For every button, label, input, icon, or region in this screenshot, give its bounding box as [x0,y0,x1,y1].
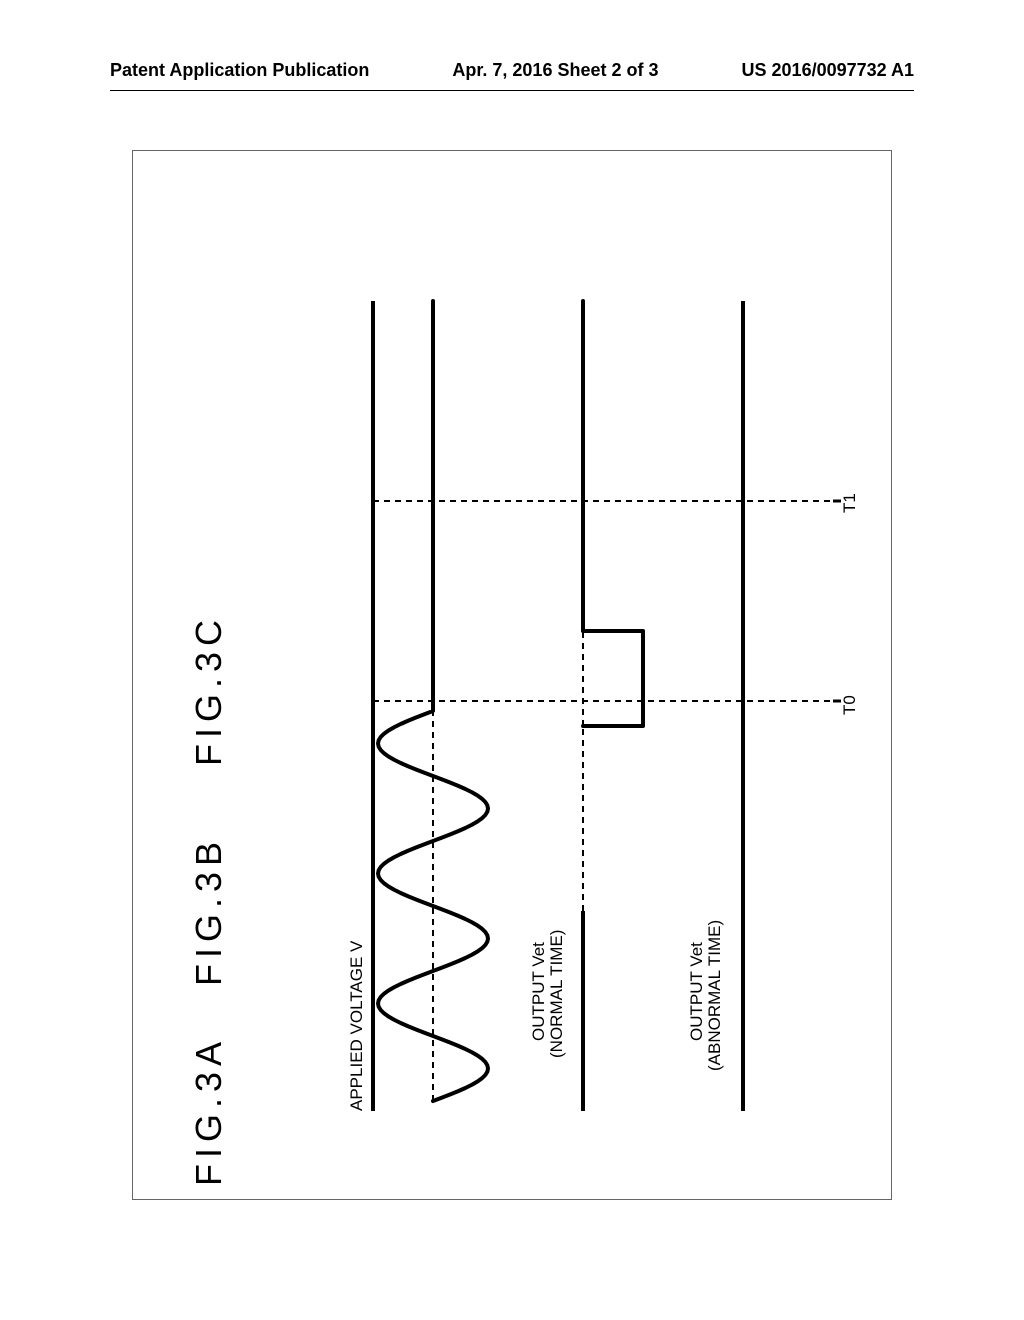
page-header: Patent Application Publication Apr. 7, 2… [0,60,1024,81]
plot-svg [313,151,893,1201]
fig-3a-label: FIG.3A [188,1036,230,1186]
header-left: Patent Application Publication [110,60,369,81]
figure-label-column: FIG.3A FIG.3B FIG.3C [133,151,273,1199]
fig-3c-label: FIG.3C [188,614,230,766]
figure-region: FIG.3A FIG.3B FIG.3C APPLIED VOLTAGE V O… [132,150,892,1200]
header-right: US 2016/0097732 A1 [742,60,914,81]
header-divider [110,90,914,91]
fig-3b-label: FIG.3B [188,836,230,986]
page: Patent Application Publication Apr. 7, 2… [0,0,1024,1320]
header-center: Apr. 7, 2016 Sheet 2 of 3 [452,60,658,81]
